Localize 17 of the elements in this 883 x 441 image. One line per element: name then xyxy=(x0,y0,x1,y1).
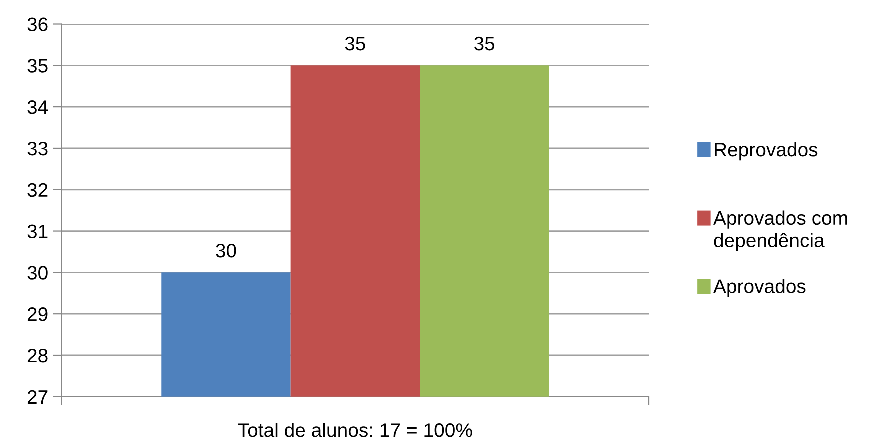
data-label: 35 xyxy=(474,36,495,51)
y-tick-label: 27 xyxy=(28,390,48,404)
y-tick-label: 36 xyxy=(28,18,48,32)
legend-label: Reprovados xyxy=(715,142,818,161)
legend-label: Aprovados com dependência xyxy=(714,210,848,252)
y-tick-label: 34 xyxy=(28,100,48,114)
y-tick-label: 31 xyxy=(28,224,48,239)
y-tick-label: 29 xyxy=(28,308,48,322)
y-tick-label: 35 xyxy=(28,59,48,73)
data-label: 30 xyxy=(216,244,236,258)
legend-label: Aprovados xyxy=(714,279,806,298)
data-label: 35 xyxy=(345,36,366,51)
x-tick-label: Total de alunos: 17 = 100% xyxy=(238,422,472,438)
y-tick-label: 32 xyxy=(28,183,48,198)
y-tick-label: 30 xyxy=(28,266,48,280)
y-tick-label: 28 xyxy=(28,348,48,363)
y-tick-label: 33 xyxy=(28,142,48,156)
